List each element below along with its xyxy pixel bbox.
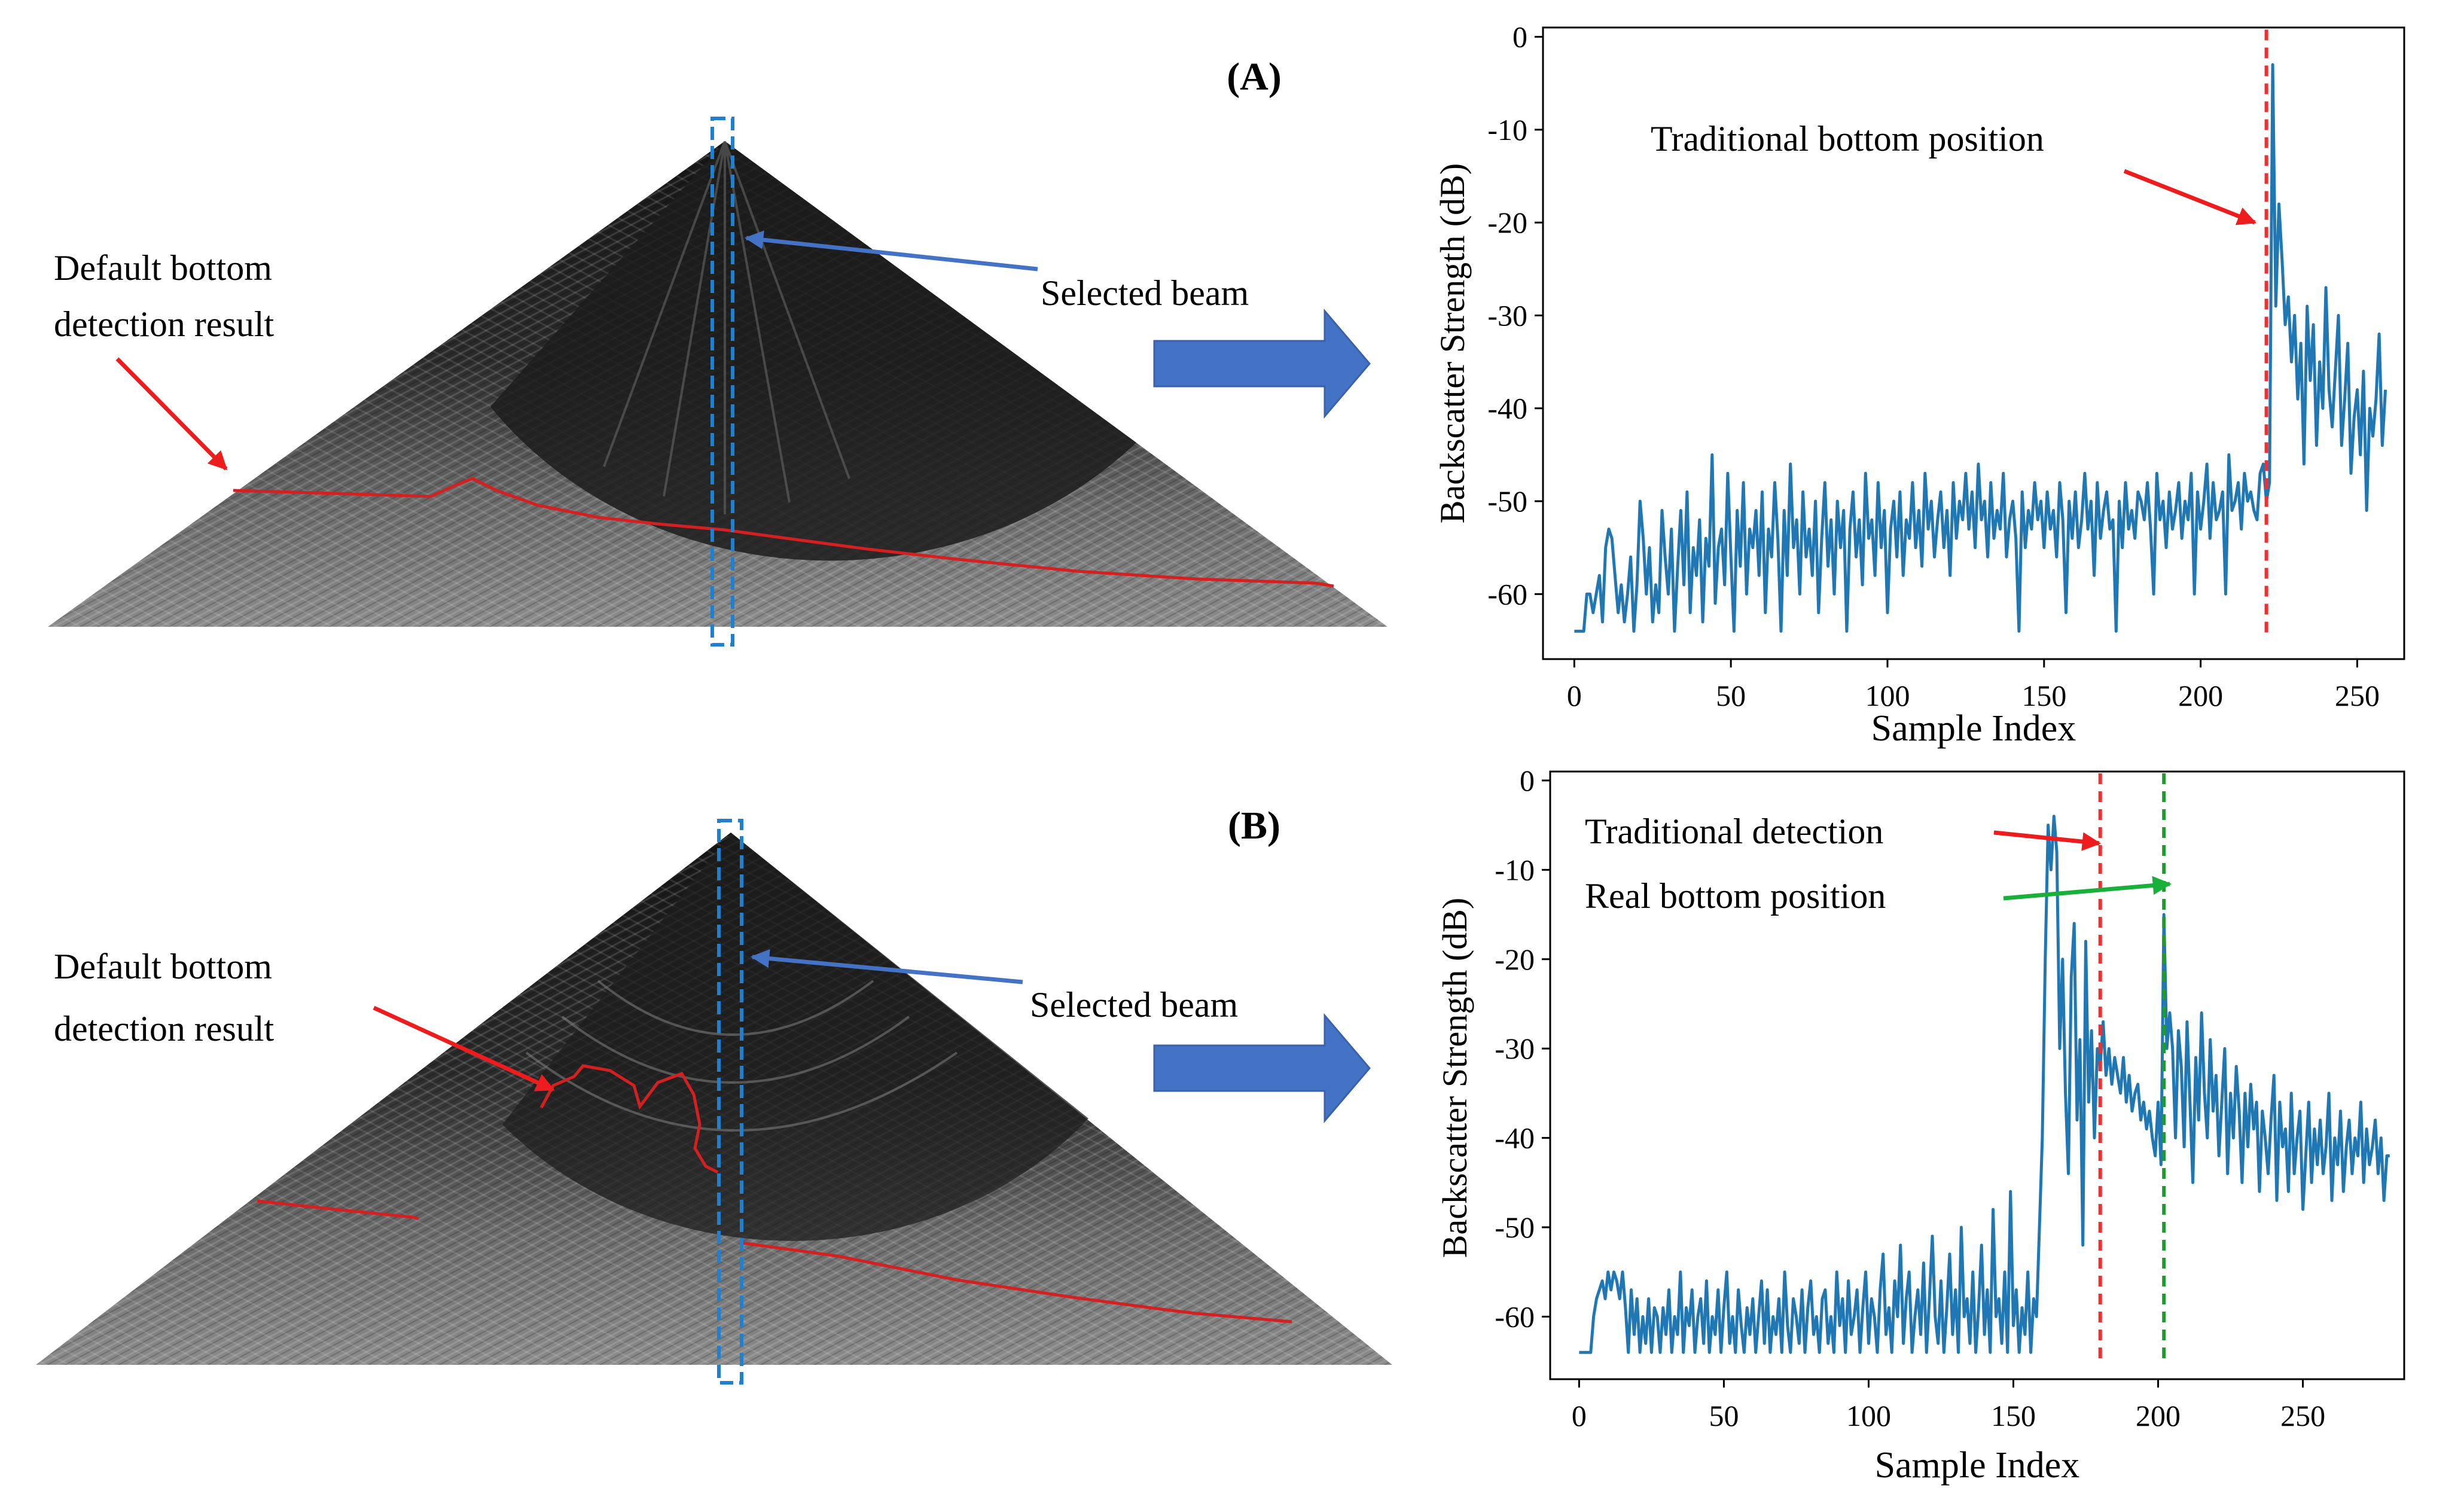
chart-b-traditional-arrow: [1993, 830, 2102, 851]
sonar-water-column-b: [502, 833, 1088, 1241]
chart-a-ytick-label: -20: [1487, 206, 1527, 239]
chart-a: 0 50 100 150 200 250 0 -10 -20 -30 -40 -50 -60 Sampl…: [1433, 20, 2405, 749]
chart-a-ytick-label: -50: [1487, 484, 1527, 518]
chart-b-ytick-label: -10: [1495, 853, 1535, 886]
chart-b-real-arrow: [2003, 876, 2172, 901]
chart-b-ytick-label: -30: [1495, 1032, 1535, 1065]
chart-a-xtick-label: 100: [1865, 679, 1910, 712]
sonar-water-column-a: [490, 141, 1136, 561]
default-detection-arrow-b: [373, 1005, 555, 1092]
selected-beam-arrow-a: [744, 230, 1038, 272]
panel-label-a: (A): [1227, 55, 1282, 99]
chart-a-ticks: 0 50 100 150 200 250 0 -10 -20 -30 -40 -50 -60: [1487, 20, 2380, 712]
chart-a-ytick-label: -10: [1487, 113, 1527, 147]
big-right-arrow-b: [1153, 1013, 1371, 1124]
chart-b-xtick-label: 150: [1991, 1399, 2036, 1432]
chart-a-ytick-label: 0: [1512, 20, 1527, 54]
chart-b-ytick-label: -50: [1495, 1211, 1535, 1244]
panel-label-b: (B): [1228, 804, 1280, 847]
chart-b-xtick-label: 200: [2136, 1399, 2181, 1432]
chart-b-xtick-label: 100: [1846, 1399, 1891, 1432]
water-column-rays-a: [603, 141, 850, 514]
chart-a-xtick-label: 200: [2178, 679, 2223, 712]
chart-a-ylabel: Backscatter Strength (dB): [1433, 163, 1472, 523]
default-detection-arrow-a: [115, 357, 228, 471]
chart-b-ytick-label: -60: [1495, 1300, 1535, 1333]
chart-a-xtick-label: 0: [1567, 679, 1582, 712]
chart-b-xlabel: Sample Index: [1875, 1445, 2080, 1486]
chart-b-ytick-label: -40: [1495, 1121, 1535, 1155]
chart-a-xtick-label: 250: [2335, 679, 2380, 712]
chart-b-annotation-traditional: Traditional detection: [1585, 812, 1883, 851]
chart-b-xtick-label: 0: [1572, 1399, 1587, 1432]
chart-b-ticks: 0 50 100 150 200 250 0 -10 -20 -30 -40 -50 -60: [1495, 764, 2325, 1432]
sonar-image-b: [36, 819, 1392, 1385]
chart-b-ylabel: Backscatter Strength (dB): [1435, 898, 1474, 1258]
chart-a-xtick-label: 150: [2021, 679, 2066, 712]
chart-b-xtick-label: 50: [1709, 1399, 1739, 1432]
chart-a-frame: [1542, 26, 2405, 660]
big-right-arrow-a: [1153, 308, 1371, 419]
selected-beam-box-b: [717, 819, 743, 1385]
chart-a-ytick-label: -30: [1487, 298, 1527, 332]
chart-a-series-line: [1574, 63, 2387, 633]
default-detection-label-b-line2: detection result: [54, 1009, 275, 1048]
chart-b-annotation-real: Real bottom position: [1585, 876, 1886, 916]
selected-beam-label-b: Selected beam: [1030, 985, 1238, 1025]
chart-a-xtick-label: 50: [1716, 679, 1746, 712]
selected-beam-box-a: [710, 117, 734, 647]
chart-b-xtick-label: 250: [2280, 1399, 2325, 1432]
detection-line-a: [233, 477, 1334, 588]
chart-b-series-line: [1579, 815, 2390, 1354]
chart-a-traditional-arrow: [2123, 169, 2256, 225]
selected-beam-label-a: Selected beam: [1041, 273, 1249, 313]
chart-a-ytick-label: -60: [1487, 577, 1527, 611]
detection-line-b-left: [257, 1199, 419, 1221]
selected-beam-arrow-b: [750, 949, 1023, 984]
default-detection-label-b-line1: Default bottom: [54, 947, 272, 986]
chart-b-ytick-label: -20: [1495, 943, 1535, 976]
chart-b-frame: [1549, 770, 2405, 1380]
default-detection-label-a-line1: Default bottom: [54, 248, 272, 288]
chart-a-annotation-traditional: Traditional bottom position: [1651, 119, 2044, 158]
sonar-image-a: [48, 117, 1387, 647]
detection-line-b-mid: [539, 1064, 719, 1174]
chart-b: 0 50 100 150 200 250 0 -10 -20 -30 -40 -50 -60 Sampl…: [1435, 764, 2405, 1486]
water-column-arcs-b: [525, 980, 958, 1132]
chart-a-ytick-label: -40: [1487, 392, 1527, 425]
chart-a-xlabel: Sample Index: [1871, 708, 2076, 749]
chart-b-ytick-label: 0: [1520, 764, 1535, 797]
detection-line-b-right: [741, 1241, 1292, 1324]
default-detection-label-a-line2: detection result: [54, 304, 275, 344]
